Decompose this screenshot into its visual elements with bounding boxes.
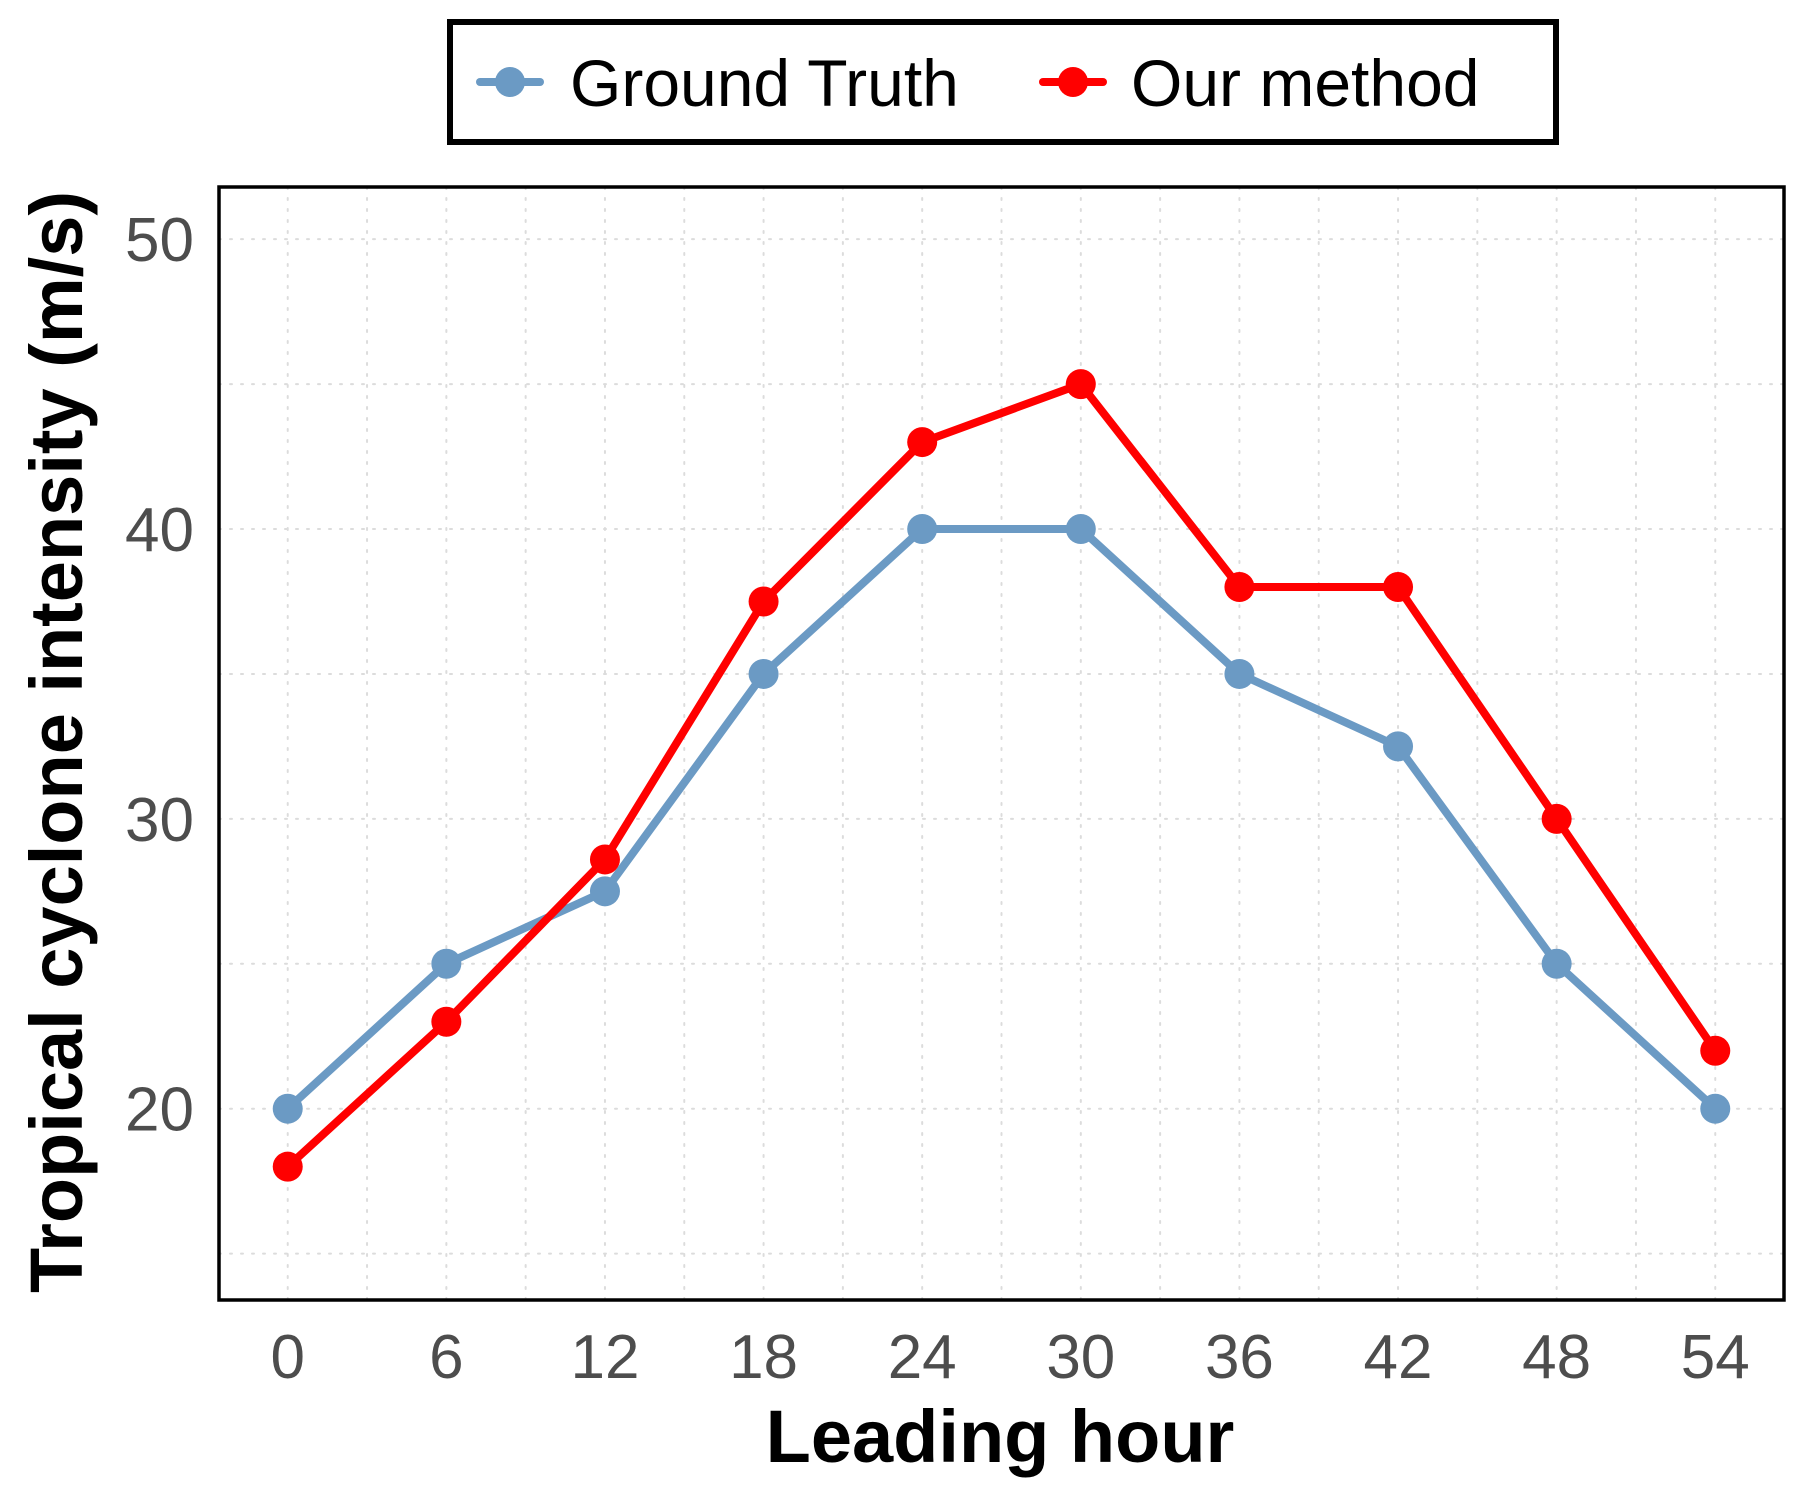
grid-lines [218, 186, 1785, 1301]
data-point-ground-truth [907, 514, 938, 545]
x-tick-label: 6 [429, 1323, 463, 1392]
x-tick-label: 54 [1681, 1323, 1750, 1392]
legend-key-marker [1058, 67, 1088, 97]
y-tick-label: 50 [125, 206, 194, 275]
data-point-ground-truth [1383, 731, 1414, 762]
data-point-ground-truth [1700, 1093, 1731, 1124]
data-point-ground-truth [1065, 514, 1096, 545]
legend-item-our-method: Our method [1039, 46, 1480, 120]
data-point-our-method [272, 1151, 303, 1182]
y-tick-label: 20 [125, 1076, 194, 1145]
data-point-ground-truth [748, 658, 779, 689]
y-tick-label: 30 [125, 786, 194, 855]
data-point-our-method [1541, 803, 1572, 834]
legend-label: Our method [1131, 46, 1480, 120]
y-axis-title: Tropical cyclone intensity (m/s) [15, 191, 98, 1293]
x-tick-label: 30 [1046, 1323, 1115, 1392]
x-tick-label: 48 [1522, 1323, 1591, 1392]
data-point-ground-truth [1224, 658, 1255, 689]
series-ground-truth [272, 514, 1731, 1124]
data-point-our-method [1383, 571, 1414, 602]
x-tick-label: 24 [888, 1323, 957, 1392]
plot-panel-border [217, 185, 1786, 1302]
x-tick-label: 36 [1205, 1323, 1274, 1392]
legend: Ground Truth Our method [447, 19, 1559, 145]
series-layer [272, 369, 1731, 1182]
series-line-ground-truth [283, 525, 1720, 1113]
legend-label: Ground Truth [570, 46, 959, 120]
data-point-ground-truth [589, 876, 620, 907]
data-point-ground-truth [431, 948, 462, 979]
legend-key-marker [495, 67, 525, 97]
data-point-our-method [431, 1006, 462, 1037]
data-point-our-method [907, 427, 938, 458]
series-our-method [272, 369, 1731, 1182]
x-axis-title: Leading hour [766, 1395, 1235, 1478]
legend-item-ground-truth: Ground Truth [476, 46, 959, 120]
legend-box [447, 19, 1559, 145]
data-point-our-method [1700, 1035, 1731, 1066]
series-line-our-method [283, 380, 1720, 1171]
data-point-our-method [1065, 369, 1096, 400]
data-point-our-method [748, 586, 779, 617]
x-tick-label: 18 [729, 1323, 798, 1392]
data-point-our-method [589, 844, 620, 875]
x-axis-ticks: 0 6 12 18 24 30 36 42 48 54 [270, 1323, 1749, 1392]
y-tick-label: 40 [125, 496, 194, 565]
x-tick-label: 12 [570, 1323, 639, 1392]
data-point-ground-truth [272, 1093, 303, 1124]
y-axis-ticks: 20 30 40 50 [125, 206, 194, 1145]
x-tick-label: 42 [1364, 1323, 1433, 1392]
data-point-ground-truth [1541, 948, 1572, 979]
x-tick-label: 0 [270, 1323, 304, 1392]
data-point-our-method [1224, 571, 1255, 602]
